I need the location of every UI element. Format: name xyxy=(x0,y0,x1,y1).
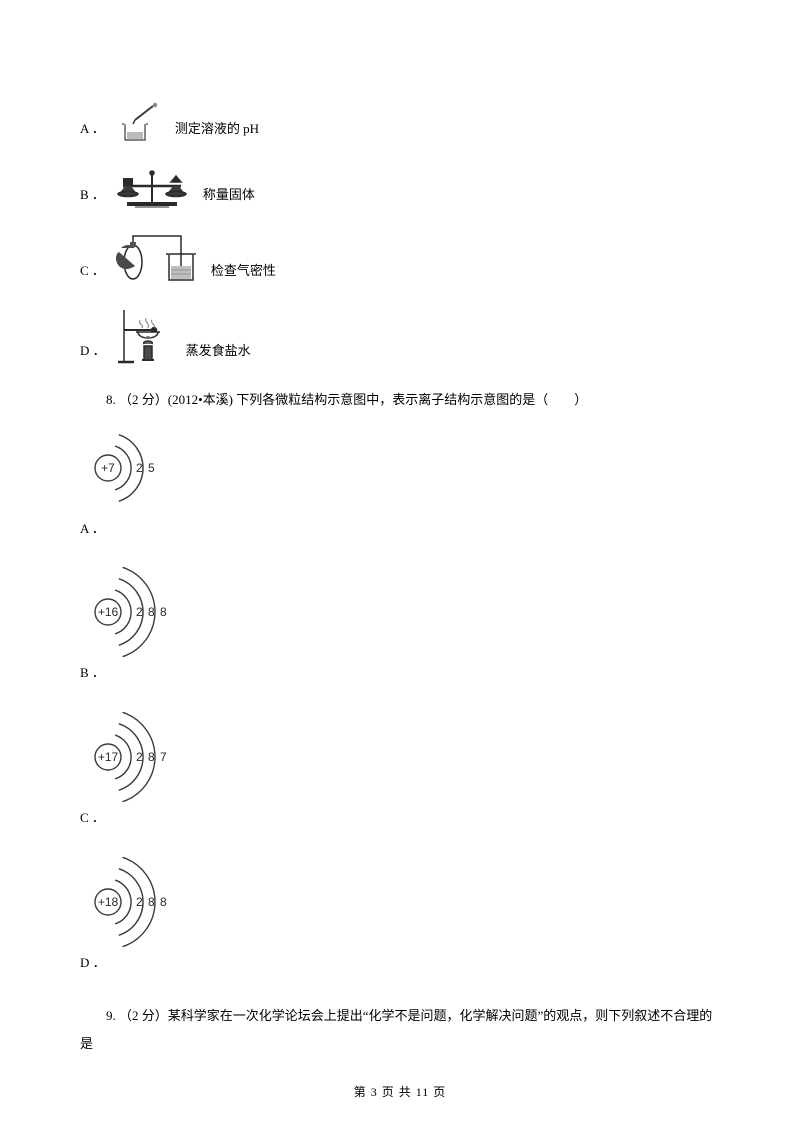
q9-text: 9. （2 分）某科学家在一次化学论坛会上提出“化学不是问题，化学解决问题”的观… xyxy=(80,1002,720,1059)
svg-text:5: 5 xyxy=(148,461,155,475)
q7-option-c: C ． 检查气密性 xyxy=(80,230,720,286)
page-footer: 第 3 页 共 11 页 xyxy=(0,1083,800,1102)
option-text: 蒸发食盐水 xyxy=(186,341,251,366)
q7-option-a: A ． 测定溶液的 pH xyxy=(80,100,720,144)
svg-text:8: 8 xyxy=(160,605,167,619)
apparatus-evaporate-icon xyxy=(114,306,174,366)
atom-diagram-icon: +16288 xyxy=(80,567,190,657)
svg-text:+17: +17 xyxy=(98,750,119,764)
q8-option-b: +16288B ． xyxy=(80,567,720,684)
apparatus-ph-icon xyxy=(113,100,163,144)
atom-diagram-icon: +7 25 xyxy=(80,423,190,513)
svg-text:8: 8 xyxy=(148,605,155,619)
svg-text:8: 8 xyxy=(148,895,155,909)
q8-option-a: +7 25 A ． xyxy=(80,423,720,540)
apparatus-balance-icon xyxy=(113,164,191,210)
option-text: 检查气密性 xyxy=(211,261,276,286)
option-label: A ． xyxy=(80,519,720,540)
svg-text:+7: +7 xyxy=(101,461,115,475)
q8-option-d: +18288D ． xyxy=(80,857,720,974)
svg-text:8: 8 xyxy=(160,895,167,909)
q7-option-b: B ． 称量固体 xyxy=(80,164,720,210)
atom-diagram-icon: +18288 xyxy=(80,857,190,947)
svg-text:2: 2 xyxy=(136,605,143,619)
option-label: A ． xyxy=(80,119,105,144)
atom-diagram-icon: +17 287 xyxy=(80,712,190,802)
svg-text:8: 8 xyxy=(148,750,155,764)
option-text: 称量固体 xyxy=(203,185,255,210)
q7-option-d: D ． 蒸发食盐水 xyxy=(80,306,720,366)
option-label: D ． xyxy=(80,341,106,366)
option-label: B ． xyxy=(80,663,720,684)
option-text: 测定溶液的 pH xyxy=(175,119,259,144)
svg-text:2: 2 xyxy=(136,461,143,475)
option-label: B ． xyxy=(80,185,105,210)
svg-text:+18: +18 xyxy=(98,895,119,909)
svg-text:2: 2 xyxy=(136,750,143,764)
svg-text:2: 2 xyxy=(136,895,143,909)
option-label: C ． xyxy=(80,808,720,829)
svg-text:+16: +16 xyxy=(98,605,119,619)
option-label: D ． xyxy=(80,953,720,974)
option-label: C ． xyxy=(80,261,105,286)
svg-text:7: 7 xyxy=(160,750,167,764)
apparatus-airtight-icon xyxy=(113,230,199,286)
q8-text: 8. （2 分）(2012•本溪) 下列各微粒结构示意图中，表示离子结构示意图的… xyxy=(80,386,720,415)
q8-option-c: +17 287 C ． xyxy=(80,712,720,829)
